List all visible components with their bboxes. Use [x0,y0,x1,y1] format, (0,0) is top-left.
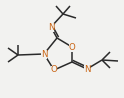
Text: N: N [41,49,47,59]
Text: O: O [69,43,75,52]
Text: O: O [51,65,57,74]
Text: N: N [48,23,54,31]
Text: N: N [84,64,90,74]
